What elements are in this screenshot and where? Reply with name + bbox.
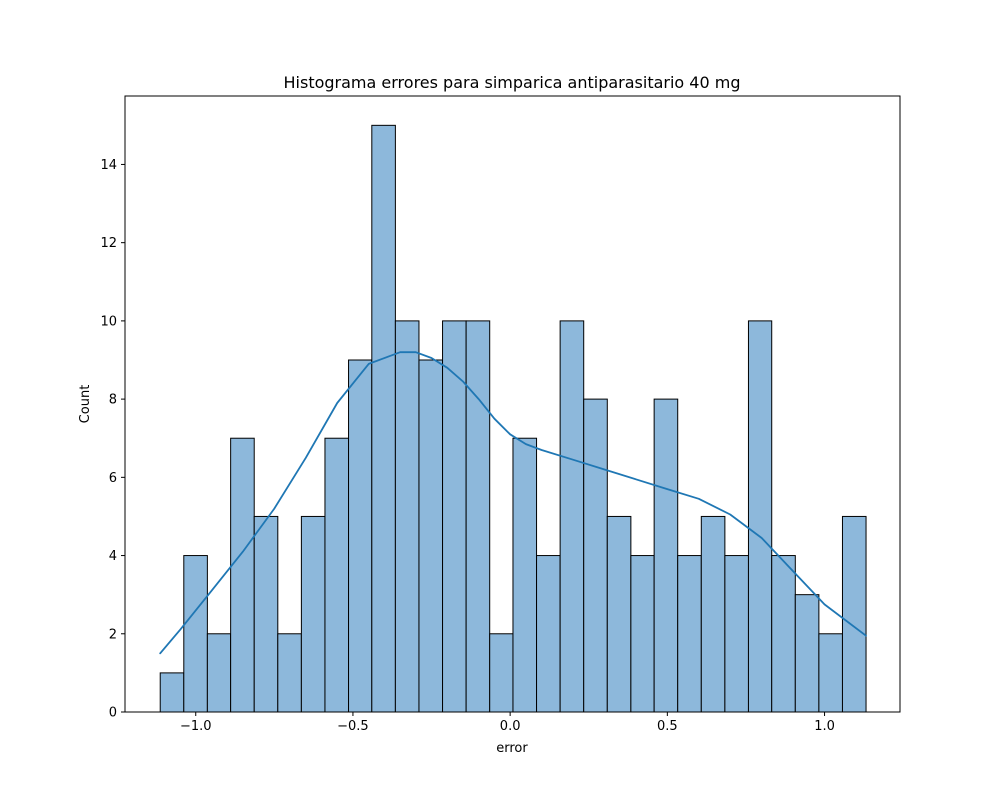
histogram-bar [418, 359, 444, 713]
x-tick-label: −0.5 [337, 719, 369, 734]
x-tick-label: −1.0 [180, 719, 212, 734]
histogram-bar [489, 633, 514, 713]
y-tick-label: 4 [109, 549, 117, 564]
histogram-bar [324, 437, 350, 713]
y-tick-label: 0 [109, 706, 117, 721]
histogram-bar [559, 320, 585, 713]
histogram-bar [606, 515, 632, 713]
y-tick-label: 12 [100, 236, 117, 251]
histogram-bar [512, 437, 538, 713]
chart-title: Histograma errores para simparica antipa… [284, 73, 741, 92]
y-tick-label: 2 [109, 627, 117, 642]
histogram-bar [159, 672, 185, 713]
y-tick-label: 6 [109, 471, 117, 486]
histogram-bar [253, 515, 279, 713]
histogram-bar [630, 555, 655, 713]
y-axis: 0 2 4 6 8 10 12 14 [100, 158, 125, 721]
bars-layer [159, 124, 867, 713]
histogram-bar [841, 515, 867, 713]
histogram-bar [277, 633, 302, 713]
histogram-bar [747, 320, 773, 713]
histogram-bar [465, 320, 491, 713]
histogram-bar [677, 555, 702, 713]
histogram-bar [771, 555, 796, 713]
histogram-bar [371, 124, 396, 713]
histogram-bar [206, 633, 232, 713]
histogram-bar [536, 555, 561, 713]
plot-frame [124, 95, 901, 713]
y-tick-label: 8 [109, 393, 117, 408]
histogram-bar [724, 555, 749, 713]
x-tick-label: 1.0 [814, 719, 835, 734]
histogram-bar [183, 555, 208, 713]
x-tick-label: 0.0 [500, 719, 521, 734]
histogram-bar [818, 633, 843, 713]
x-axis: −1.0 −0.5 0.0 0.5 1.0 [180, 712, 835, 734]
histogram-bar [348, 359, 373, 713]
histogram-bar [583, 398, 608, 713]
kde-layer [159, 351, 867, 655]
y-tick-label: 10 [100, 314, 117, 329]
histogram-bar [794, 594, 820, 713]
histogram-bar [230, 437, 255, 713]
histogram-bar [442, 320, 467, 713]
kde-line [159, 351, 867, 655]
histogram-bar [653, 398, 679, 713]
y-tick-label: 14 [100, 158, 117, 173]
histogram-bar [300, 515, 326, 713]
histogram-bar [394, 320, 420, 713]
x-axis-label: error [496, 741, 528, 756]
x-tick-label: 0.5 [657, 719, 678, 734]
y-axis-label: Count [78, 385, 93, 424]
histogram-bar [700, 515, 726, 713]
